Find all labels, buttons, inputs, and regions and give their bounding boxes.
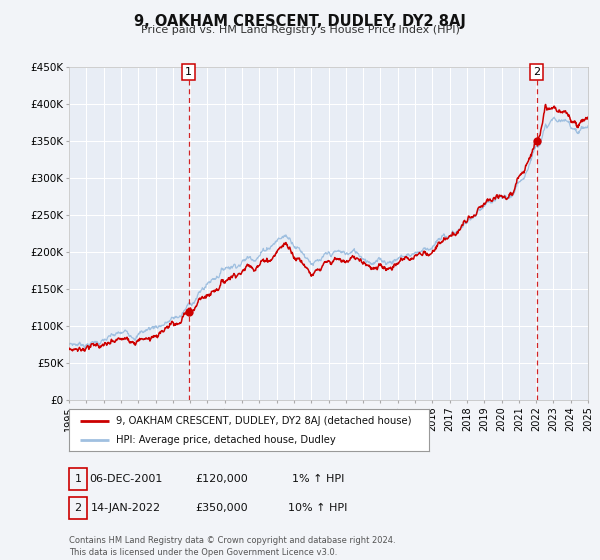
- Text: HPI: Average price, detached house, Dudley: HPI: Average price, detached house, Dudl…: [116, 435, 335, 445]
- Text: 9, OAKHAM CRESCENT, DUDLEY, DY2 8AJ: 9, OAKHAM CRESCENT, DUDLEY, DY2 8AJ: [134, 14, 466, 29]
- Text: Price paid vs. HM Land Registry's House Price Index (HPI): Price paid vs. HM Land Registry's House …: [140, 25, 460, 35]
- Text: 10% ↑ HPI: 10% ↑ HPI: [289, 503, 347, 513]
- Text: 1% ↑ HPI: 1% ↑ HPI: [292, 474, 344, 484]
- Text: 9, OAKHAM CRESCENT, DUDLEY, DY2 8AJ (detached house): 9, OAKHAM CRESCENT, DUDLEY, DY2 8AJ (det…: [116, 416, 412, 426]
- Text: 14-JAN-2022: 14-JAN-2022: [91, 503, 161, 513]
- Text: 1: 1: [74, 474, 82, 484]
- Text: £120,000: £120,000: [196, 474, 248, 484]
- Text: 1: 1: [185, 67, 192, 77]
- Text: Contains HM Land Registry data © Crown copyright and database right 2024.
This d: Contains HM Land Registry data © Crown c…: [69, 536, 395, 557]
- Text: 06-DEC-2001: 06-DEC-2001: [89, 474, 163, 484]
- Text: 2: 2: [74, 503, 82, 513]
- Text: 2: 2: [533, 67, 541, 77]
- Text: £350,000: £350,000: [196, 503, 248, 513]
